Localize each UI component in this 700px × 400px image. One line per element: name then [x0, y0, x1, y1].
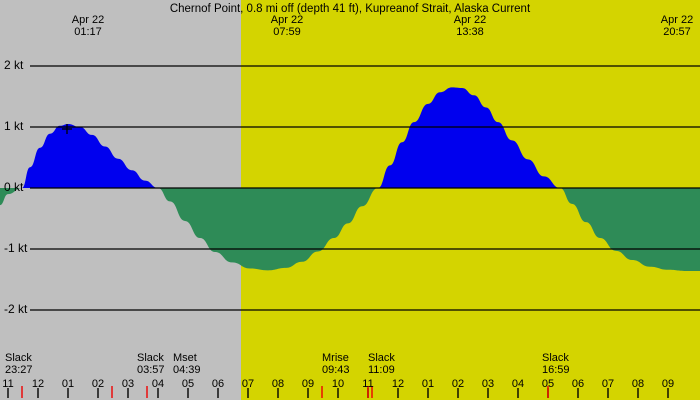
- hour-label: 05: [541, 378, 555, 390]
- hour-label: 09: [301, 378, 315, 390]
- hour-label: 06: [571, 378, 585, 390]
- hour-label: 04: [151, 378, 165, 390]
- hour-label: 11: [362, 378, 374, 390]
- hour-label: 01: [421, 378, 435, 390]
- hour-label: 06: [211, 378, 225, 390]
- y-axis-tick-label: 0 kt: [4, 180, 24, 194]
- hour-label: 12: [31, 378, 45, 390]
- hour-label: 12: [391, 378, 405, 390]
- hour-label: 08: [271, 378, 285, 390]
- y-axis-tick-label: -1 kt: [4, 241, 28, 255]
- flood-current-area: [0, 87, 700, 188]
- top-date-marker: Apr 22 20:57: [660, 14, 694, 38]
- hour-label: 10: [331, 378, 345, 390]
- hour-label: 02: [91, 378, 105, 390]
- hour-label: 07: [601, 378, 615, 390]
- y-axis-tick-label: 2 kt: [4, 58, 24, 72]
- curve-layer: [0, 87, 700, 271]
- ebb-current-area: [0, 188, 700, 271]
- hour-label: 03: [121, 378, 135, 390]
- hour-label: 05: [181, 378, 195, 390]
- hour-label: 04: [511, 378, 525, 390]
- hour-label: 09: [661, 378, 675, 390]
- event-label-slack: Slack 16:59: [542, 352, 570, 376]
- peak-plus-marker: [62, 124, 72, 134]
- top-date-marker: Apr 22 01:17: [71, 14, 105, 38]
- event-label-mrise: Mrise 09:43: [322, 352, 350, 376]
- hour-label: 02: [451, 378, 465, 390]
- red-tick-marks: [21, 386, 549, 398]
- hour-label: 07: [241, 378, 255, 390]
- y-axis-tick-label: 1 kt: [4, 119, 24, 133]
- hour-label: 03: [481, 378, 495, 390]
- hour-label: 08: [631, 378, 645, 390]
- hour-label: 01: [61, 378, 75, 390]
- y-axis-tick-label: -2 kt: [4, 302, 28, 316]
- hour-label: 11: [2, 378, 14, 390]
- event-label-mset: Mset 04:39: [173, 352, 201, 376]
- event-label-slack: Slack 03:57: [137, 352, 165, 376]
- top-date-marker: Apr 22 13:38: [453, 14, 487, 38]
- top-date-marker: Apr 22 07:59: [270, 14, 304, 38]
- page-title: Chernof Point, 0.8 mi off (depth 41 ft),…: [169, 3, 531, 15]
- gridlines: [30, 65, 700, 311]
- event-label-slack: Slack 23:27: [5, 352, 33, 376]
- event-label-slack: Slack 11:09: [368, 352, 395, 376]
